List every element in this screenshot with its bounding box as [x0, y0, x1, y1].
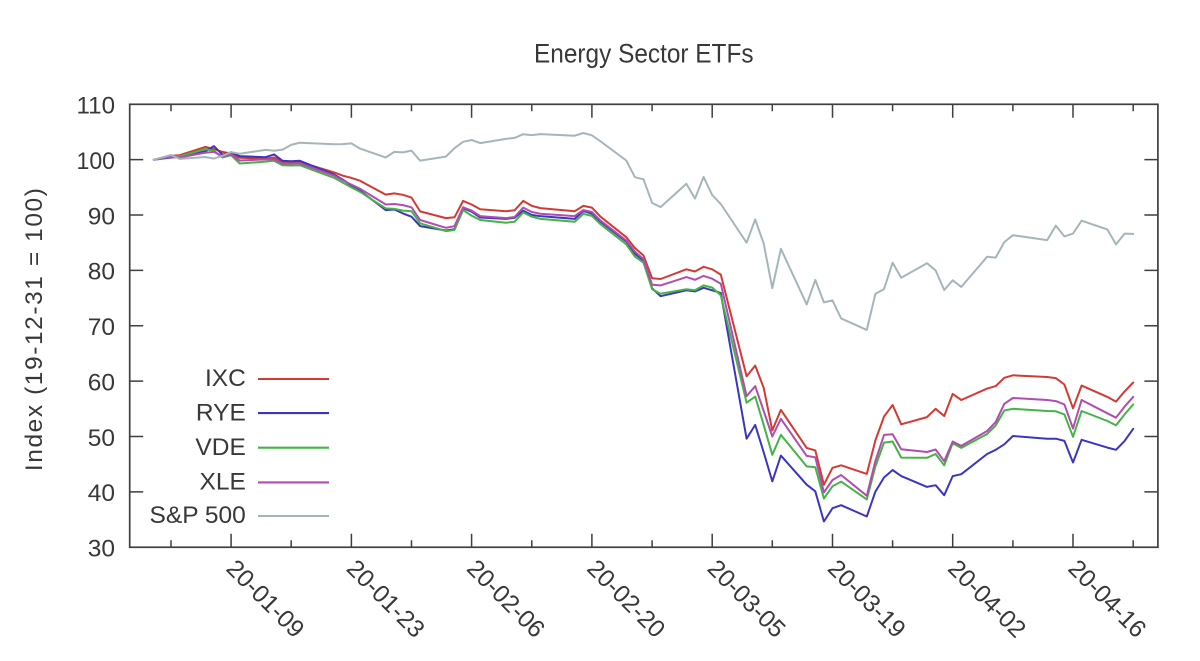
svg-text:Index (19-12-31 = 100): Index (19-12-31 = 100) [21, 188, 48, 471]
svg-text:XLE: XLE [199, 469, 245, 496]
svg-text:VDE: VDE [195, 434, 245, 461]
svg-text:60: 60 [88, 369, 115, 396]
svg-text:80: 80 [88, 259, 115, 286]
svg-text:30: 30 [88, 536, 115, 563]
svg-text:110: 110 [77, 93, 116, 120]
svg-text:100: 100 [77, 148, 116, 175]
svg-text:50: 50 [88, 425, 115, 452]
svg-text:90: 90 [88, 203, 115, 230]
svg-text:IXC: IXC [205, 365, 246, 392]
svg-text:RYE: RYE [196, 399, 246, 426]
svg-text:40: 40 [88, 480, 115, 507]
svg-text:70: 70 [88, 314, 115, 341]
svg-text:S&P 500: S&P 500 [150, 502, 246, 529]
svg-text:Energy Sector ETFs: Energy Sector ETFs [534, 38, 754, 68]
